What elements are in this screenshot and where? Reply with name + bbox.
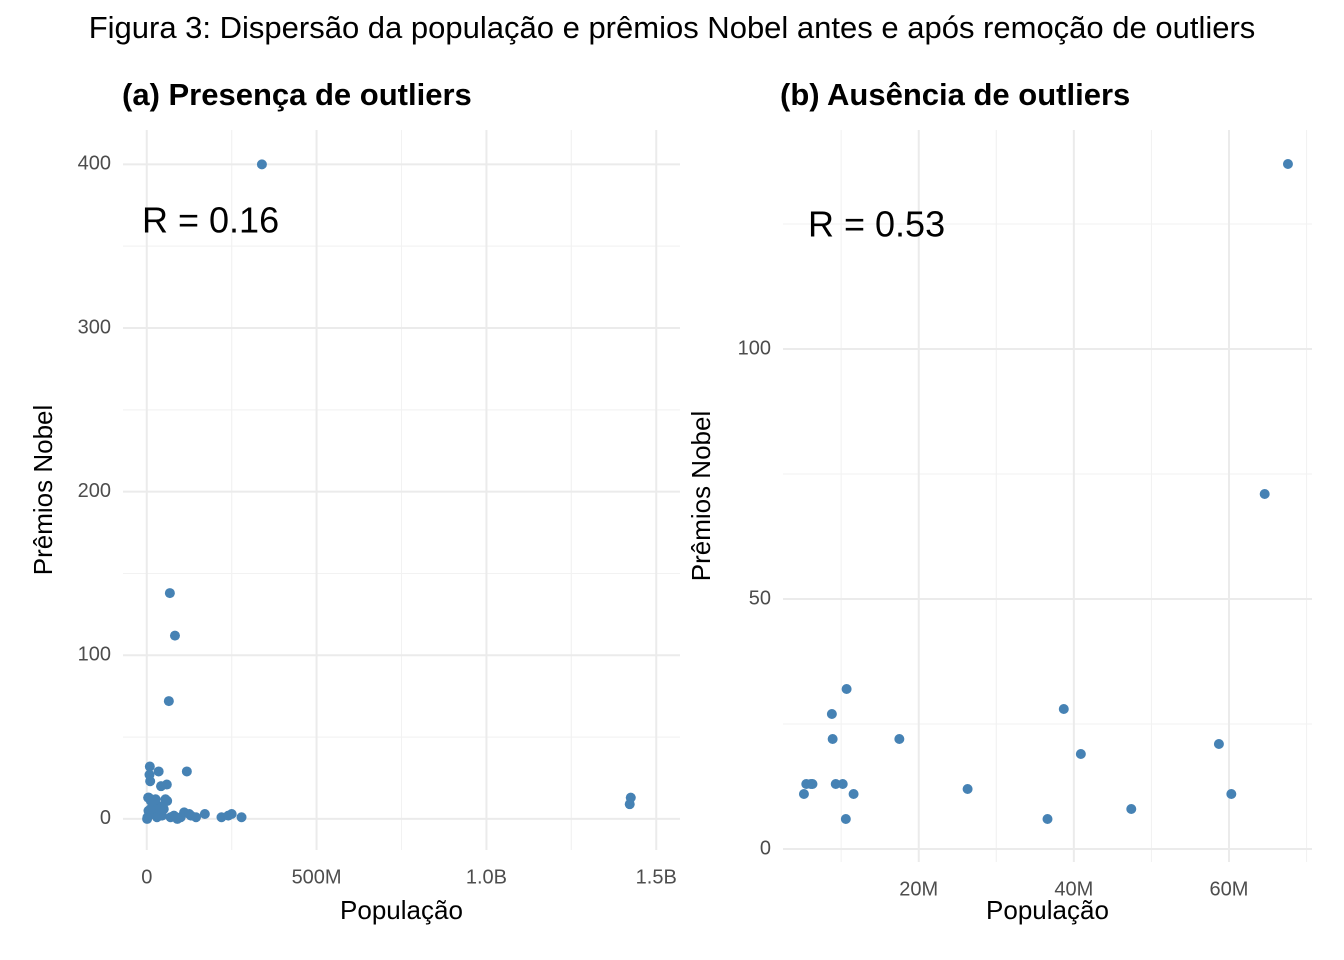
x-axis-title: População (340, 895, 463, 925)
point (256, 159, 267, 170)
point (840, 814, 851, 824)
y-tick-label: 0 (760, 837, 771, 859)
point (841, 684, 852, 694)
y-tick-label: 100 (78, 644, 111, 666)
y-tick-label: 100 (738, 337, 771, 359)
point (145, 776, 156, 787)
y-tick-label: 300 (78, 316, 111, 338)
x-axis-title: População (986, 895, 1109, 925)
point (162, 795, 173, 806)
point (181, 766, 192, 777)
point (145, 795, 156, 806)
point (172, 813, 183, 824)
point (161, 779, 172, 790)
x-tick-label: 500M (292, 866, 342, 888)
point (826, 709, 837, 719)
panel-title: (b) Ausência de outliers (780, 77, 1130, 112)
annotation: R = 0.16 (142, 200, 279, 241)
point (798, 789, 809, 799)
annotation: R = 0.53 (808, 204, 945, 245)
point (1042, 814, 1053, 824)
y-tick-label: 50 (749, 587, 771, 609)
y-tick-label: 200 (78, 480, 111, 502)
point (827, 734, 838, 744)
point (163, 696, 174, 707)
figure-title: Figura 3: Dispersão da população e prêmi… (89, 10, 1256, 45)
y-tick-label: 400 (78, 153, 111, 175)
point (1075, 749, 1086, 759)
point (1226, 789, 1237, 799)
point (1213, 739, 1224, 749)
point (226, 809, 237, 819)
point (830, 779, 841, 789)
point (142, 813, 153, 824)
x-tick-label: 40M (1054, 878, 1093, 900)
point (145, 804, 156, 815)
x-tick-label: 1.0B (466, 866, 507, 888)
panel-title: (a) Presença de outliers (122, 77, 472, 112)
point (848, 789, 859, 799)
point (236, 812, 247, 823)
point (962, 784, 973, 794)
point (164, 588, 175, 599)
point (894, 734, 905, 744)
point (1259, 489, 1270, 499)
point (1282, 159, 1293, 169)
x-tick-label: 20M (899, 878, 938, 900)
point (199, 809, 210, 819)
y-tick-label: 0 (100, 807, 111, 829)
point (169, 630, 180, 641)
point (837, 779, 848, 789)
point (154, 804, 165, 815)
point (153, 766, 164, 777)
y-axis-title: Prêmios Nobel (686, 411, 716, 582)
point (184, 809, 195, 819)
y-axis-title: Prêmios Nobel (28, 405, 58, 576)
point (807, 779, 818, 789)
point (1126, 804, 1137, 814)
point (1058, 704, 1069, 714)
x-tick-label: 60M (1210, 878, 1249, 900)
x-tick-label: 1.5B (636, 866, 677, 888)
point (624, 799, 635, 810)
point (144, 761, 155, 772)
x-tick-label: 0 (141, 866, 152, 888)
